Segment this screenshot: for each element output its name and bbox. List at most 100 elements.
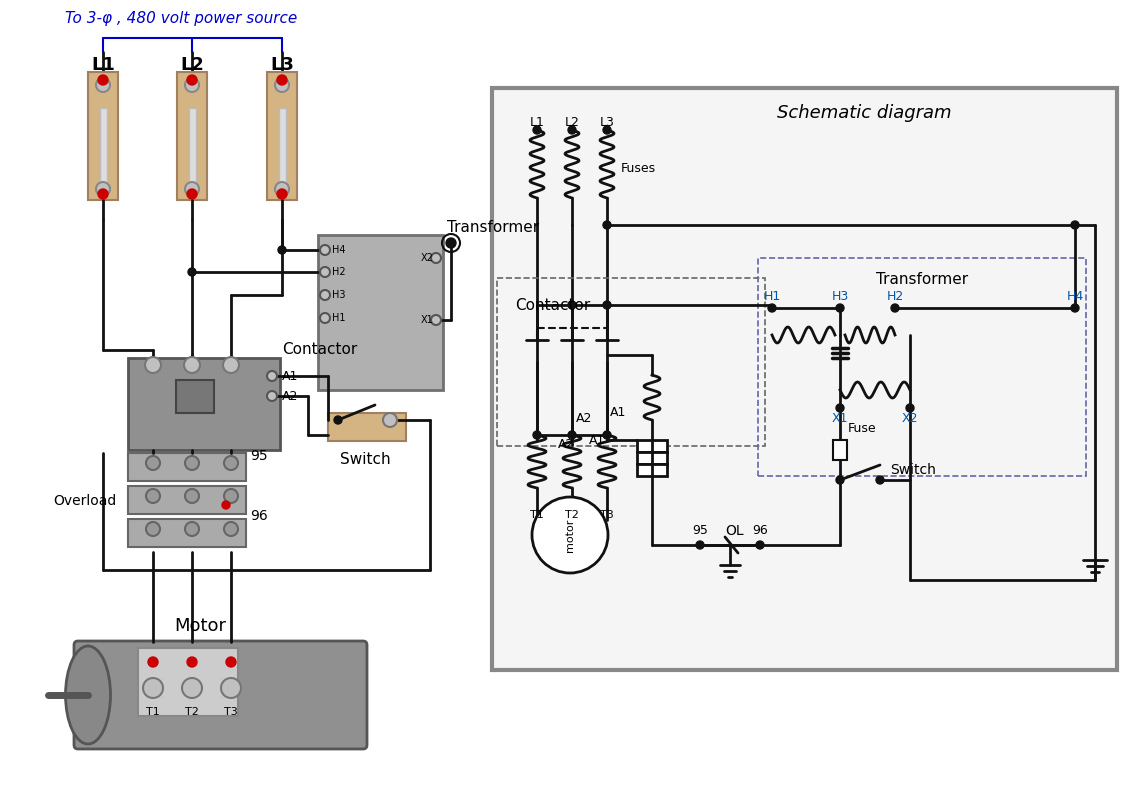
Circle shape <box>384 413 397 427</box>
Text: H3: H3 <box>831 290 848 302</box>
Bar <box>177 72 208 200</box>
FancyBboxPatch shape <box>74 641 367 749</box>
Circle shape <box>906 404 914 412</box>
Circle shape <box>277 75 287 85</box>
Circle shape <box>96 182 111 196</box>
Text: X2: X2 <box>901 412 918 425</box>
Text: Switch: Switch <box>890 463 936 477</box>
Circle shape <box>187 657 197 667</box>
Text: X1: X1 <box>831 412 848 425</box>
Text: Fuses: Fuses <box>622 161 656 175</box>
Circle shape <box>185 489 199 503</box>
Circle shape <box>98 189 108 199</box>
Ellipse shape <box>65 646 111 744</box>
Circle shape <box>224 456 238 470</box>
Circle shape <box>143 678 164 698</box>
Text: H3: H3 <box>332 290 345 300</box>
Text: A1: A1 <box>282 369 299 382</box>
Circle shape <box>431 315 441 325</box>
Text: H2: H2 <box>887 290 904 302</box>
Circle shape <box>768 304 776 312</box>
Text: H1: H1 <box>332 313 345 323</box>
Text: A2: A2 <box>576 412 592 425</box>
Circle shape <box>146 522 160 536</box>
Text: L2: L2 <box>180 56 204 74</box>
Text: Motor: Motor <box>174 617 226 635</box>
Circle shape <box>185 78 199 92</box>
Bar <box>492 88 1117 670</box>
Circle shape <box>223 357 239 373</box>
Circle shape <box>569 126 576 134</box>
Text: Switch: Switch <box>340 452 390 467</box>
Text: Contactor: Contactor <box>282 342 358 358</box>
Circle shape <box>876 476 884 484</box>
Bar <box>127 519 246 547</box>
Text: A1: A1 <box>610 405 626 418</box>
Circle shape <box>224 489 238 503</box>
Circle shape <box>569 301 576 309</box>
Text: L1: L1 <box>91 56 115 74</box>
Circle shape <box>696 541 704 549</box>
Circle shape <box>603 221 611 229</box>
Circle shape <box>224 522 238 536</box>
Circle shape <box>188 268 196 276</box>
Text: Transformer: Transformer <box>447 219 539 235</box>
Circle shape <box>187 75 197 85</box>
Bar <box>279 108 287 183</box>
Text: T1: T1 <box>147 707 160 717</box>
Text: Contactor: Contactor <box>515 298 590 314</box>
Circle shape <box>532 497 608 573</box>
Bar <box>637 440 667 452</box>
Text: H1: H1 <box>764 290 781 302</box>
Text: A2: A2 <box>282 389 299 402</box>
Text: H4: H4 <box>332 245 345 255</box>
Circle shape <box>836 304 844 312</box>
Bar <box>637 452 667 464</box>
Circle shape <box>320 313 331 323</box>
Text: T2: T2 <box>185 707 199 717</box>
Bar <box>190 108 196 183</box>
Text: X2: X2 <box>421 253 434 263</box>
Circle shape <box>148 657 158 667</box>
Text: L1: L1 <box>529 116 545 128</box>
Circle shape <box>267 371 277 381</box>
Circle shape <box>185 456 199 470</box>
Text: motor: motor <box>565 519 575 551</box>
Bar <box>127 358 280 450</box>
Text: T3: T3 <box>600 510 614 520</box>
Circle shape <box>534 431 541 439</box>
Text: Overload: Overload <box>53 494 116 508</box>
Text: A1: A1 <box>589 433 605 447</box>
Circle shape <box>320 267 331 277</box>
Circle shape <box>146 489 160 503</box>
Text: T3: T3 <box>224 707 238 717</box>
Circle shape <box>277 189 287 199</box>
Bar <box>328 413 406 441</box>
Circle shape <box>98 75 108 85</box>
Bar <box>138 648 238 716</box>
Bar <box>758 258 1086 476</box>
Circle shape <box>146 357 161 373</box>
Circle shape <box>446 238 456 248</box>
Circle shape <box>603 431 611 439</box>
Bar <box>832 440 847 460</box>
Circle shape <box>267 391 277 401</box>
Text: A2: A2 <box>558 438 574 452</box>
Circle shape <box>184 357 200 373</box>
Circle shape <box>756 541 764 549</box>
Text: L2: L2 <box>564 116 580 128</box>
Bar <box>100 108 107 183</box>
Circle shape <box>277 246 287 254</box>
Text: 95: 95 <box>691 524 708 538</box>
Circle shape <box>334 416 342 424</box>
Circle shape <box>320 245 331 255</box>
Circle shape <box>836 404 844 412</box>
Circle shape <box>603 126 611 134</box>
Bar <box>127 486 246 514</box>
Text: H4: H4 <box>1066 290 1084 302</box>
Text: L3: L3 <box>270 56 294 74</box>
Bar <box>267 72 297 200</box>
Text: 96: 96 <box>250 509 267 523</box>
Circle shape <box>187 189 197 199</box>
Circle shape <box>275 78 289 92</box>
